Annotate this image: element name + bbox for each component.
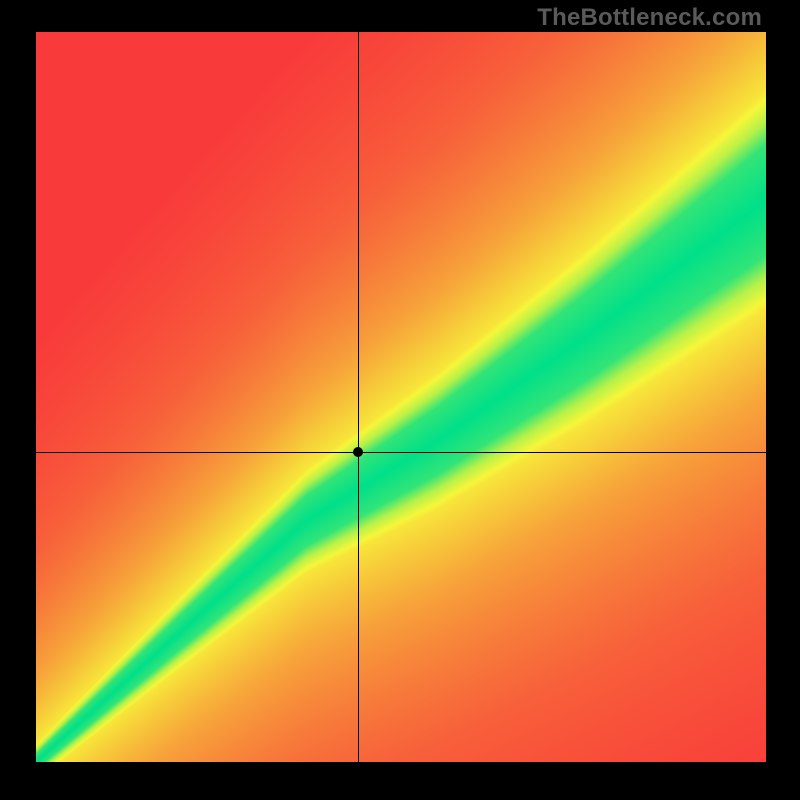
heatmap-plot	[36, 32, 766, 762]
heatmap-canvas	[36, 32, 766, 762]
crosshair-vertical	[358, 32, 359, 762]
data-point-marker	[353, 447, 363, 457]
watermark-text: TheBottleneck.com	[537, 4, 762, 32]
crosshair-horizontal	[36, 452, 766, 453]
